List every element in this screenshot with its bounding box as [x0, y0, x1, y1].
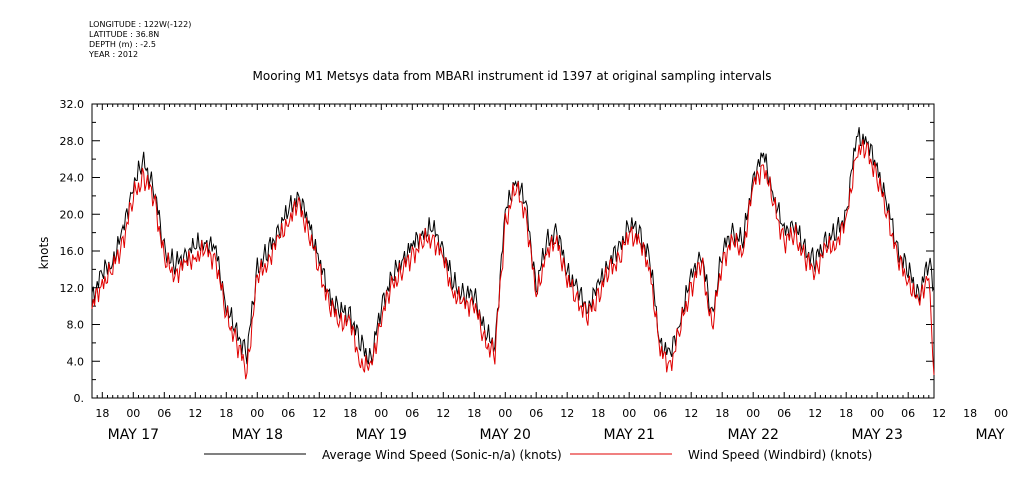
x-hour-label: 00: [374, 407, 388, 420]
x-hour-label: 18: [963, 407, 977, 420]
x-hour-label: 00: [870, 407, 884, 420]
y-tick-label: 4.0: [67, 355, 85, 368]
x-hour-label: 06: [529, 407, 543, 420]
longitude-label: LONGITUDE : 122W(-122): [89, 20, 192, 29]
x-hour-label: 00: [994, 407, 1008, 420]
x-day-label: MAY 18: [232, 427, 283, 443]
x-hour-label: 06: [653, 407, 667, 420]
series-group: [91, 127, 935, 380]
x-hour-label: 12: [932, 407, 946, 420]
x-hour-label: 18: [839, 407, 853, 420]
legend-label-windbird: Wind Speed (Windbird) (knots): [688, 448, 872, 462]
x-hour-label: 06: [901, 407, 915, 420]
y-tick-label: 12.0: [60, 282, 85, 295]
x-day-label: MAY 24: [975, 427, 1009, 443]
x-hour-label: 12: [436, 407, 450, 420]
depth-label: DEPTH (m) : -2.5: [89, 40, 156, 49]
legend: Average Wind Speed (Sonic-n/a) (knots) W…: [204, 448, 872, 462]
x-hour-label: 00: [250, 407, 264, 420]
y-axis-label: knots: [37, 237, 51, 270]
x-day-label: MAY 19: [356, 427, 407, 443]
tick-marks: [91, 103, 935, 399]
x-day-label: MAY 17: [108, 427, 159, 443]
y-tick-label: 28.0: [60, 135, 85, 148]
plot-frame: [91, 103, 935, 399]
x-hour-label: 12: [684, 407, 698, 420]
x-hour-label: 06: [281, 407, 295, 420]
series-line: [91, 139, 935, 380]
x-hour-label: 18: [715, 407, 729, 420]
series-line: [91, 127, 935, 365]
metadata-block: LONGITUDE : 122W(-122) LATITUDE : 36.8N …: [89, 20, 191, 60]
chart-title: Mooring M1 Metsys data from MBARI instru…: [253, 69, 772, 83]
y-tick-label: 20.0: [60, 208, 85, 221]
x-day-label: MAY 20: [480, 427, 531, 443]
x-hour-label: 12: [808, 407, 822, 420]
x-hour-labels: 18 00 06 12 18 00 06 12 18 00 06 12 18 00 06 12 18 00 06 12…: [95, 407, 1008, 420]
x-hour-label: 18: [467, 407, 481, 420]
x-day-label: MAY 22: [728, 427, 779, 443]
x-day-labels: MAY 17 MAY 18 MAY 19 MAY 20 MAY 21 MAY 22 MAY …: [108, 427, 1009, 443]
x-hour-label: 12: [560, 407, 574, 420]
x-hour-label: 18: [95, 407, 109, 420]
y-tick-label: 0.: [74, 392, 85, 405]
x-day-label: MAY 23: [851, 427, 902, 443]
latitude-label: LATITUDE : 36.8N: [89, 30, 160, 39]
x-hour-label: 06: [405, 407, 419, 420]
legend-label-average: Average Wind Speed (Sonic-n/a) (knots): [322, 448, 562, 462]
x-hour-label: 12: [188, 407, 202, 420]
axis-ticks: [91, 103, 935, 399]
year-label: YEAR : 2012: [89, 50, 139, 59]
x-hour-label: 00: [126, 407, 140, 420]
y-tick-label: 16.0: [60, 245, 85, 258]
x-hour-label: 18: [343, 407, 357, 420]
x-hour-label: 06: [157, 407, 171, 420]
y-tick-label: 32.0: [60, 98, 85, 111]
x-hour-label: 06: [777, 407, 791, 420]
x-hour-label: 18: [591, 407, 605, 420]
x-day-label: MAY 21: [604, 427, 655, 443]
x-hour-label: 18: [219, 407, 233, 420]
y-tick-label: 8.0: [67, 319, 85, 332]
x-hour-label: 00: [498, 407, 512, 420]
y-tick-label: 24.0: [60, 172, 85, 185]
y-tick-labels: 0. 4.0 8.0 12.0 16.0 20.0 24.0 28.0 32.0: [60, 98, 85, 405]
x-hour-label: 00: [622, 407, 636, 420]
x-hour-label: 12: [312, 407, 326, 420]
x-hour-label: 00: [746, 407, 760, 420]
